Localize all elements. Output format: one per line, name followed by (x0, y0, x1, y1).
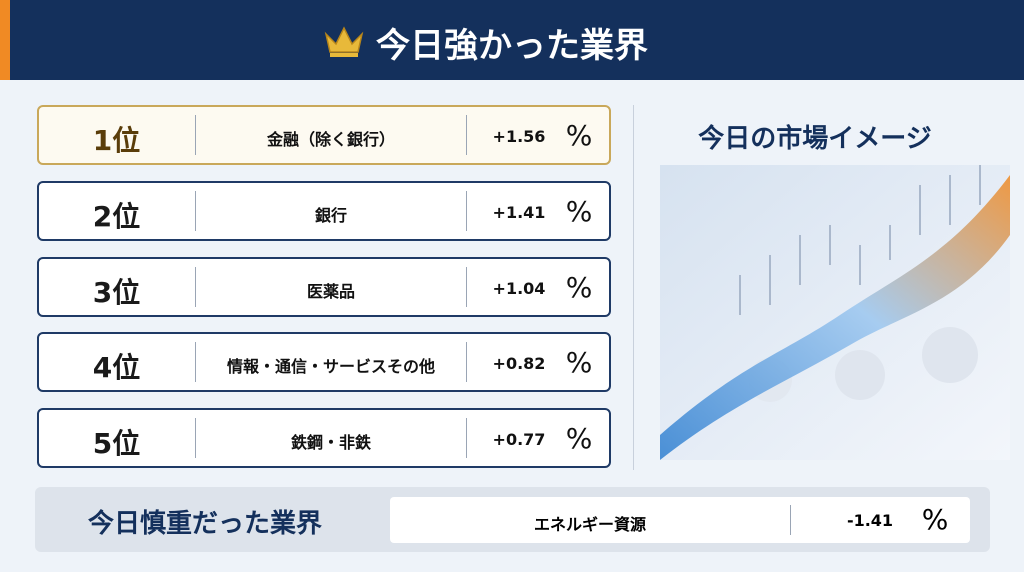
divider (466, 342, 467, 382)
ranking-row: 3位 医薬品 +1.04% (37, 257, 611, 317)
divider (195, 191, 196, 231)
separator (633, 105, 634, 470)
rank: 2位 (92, 200, 141, 233)
divider (466, 418, 467, 458)
rank: 3位 (92, 276, 141, 309)
unit: % (565, 346, 593, 379)
industry-name: 銀行 (314, 206, 347, 225)
divider (195, 115, 196, 155)
divider (195, 342, 196, 382)
industry-name: 情報・通信・サービスその他 (226, 357, 435, 376)
crown-icon (324, 26, 364, 57)
unit: % (565, 119, 593, 152)
rank: 5位 (92, 427, 141, 460)
change-value: +0.77 (492, 430, 546, 449)
change-value: +1.04 (492, 279, 546, 298)
unit: % (565, 422, 593, 455)
ranking-row: 2位 銀行 +1.41% (37, 181, 611, 241)
unit: % (565, 195, 593, 228)
divider (466, 115, 467, 155)
ranking-row: 1位 金融（除く銀行） +1.56% (37, 105, 611, 165)
divider (195, 267, 196, 307)
rank: 1位 (92, 124, 141, 157)
industry-name: 金融（除く銀行） (266, 130, 395, 149)
weak-name: エネルギー資源 (533, 515, 646, 534)
ranking-row: 4位 情報・通信・サービスその他 +0.82% (37, 332, 611, 392)
industry-name: 医薬品 (306, 282, 355, 301)
divider (466, 267, 467, 307)
divider (790, 505, 791, 535)
market-title: 今日の市場イメージ (698, 124, 932, 154)
weak-box: エネルギー資源 -1.41 % (390, 497, 970, 543)
weak-value: -1.41 (846, 511, 894, 530)
change-value: +0.82 (492, 354, 546, 373)
divider (466, 191, 467, 231)
divider (195, 418, 196, 458)
weak-panel: 今日慎重だった業界 エネルギー資源 -1.41 % (35, 487, 990, 552)
weak-title: 今日慎重だった業界 (87, 509, 322, 539)
market-image (660, 165, 1010, 460)
rank: 4位 (92, 351, 141, 384)
ranking-row: 5位 鉄鋼・非鉄 +0.77% (37, 408, 611, 468)
change-value: +1.56 (492, 127, 546, 146)
header-title: 今日強かった業界 (376, 26, 648, 66)
accent (0, 0, 10, 80)
unit: % (565, 271, 593, 304)
header: 今日強かった業界 (0, 0, 1024, 80)
change-value: +1.41 (492, 203, 546, 222)
industry-name: 鉄鋼・非鉄 (290, 433, 371, 452)
weak-unit: % (921, 503, 949, 536)
